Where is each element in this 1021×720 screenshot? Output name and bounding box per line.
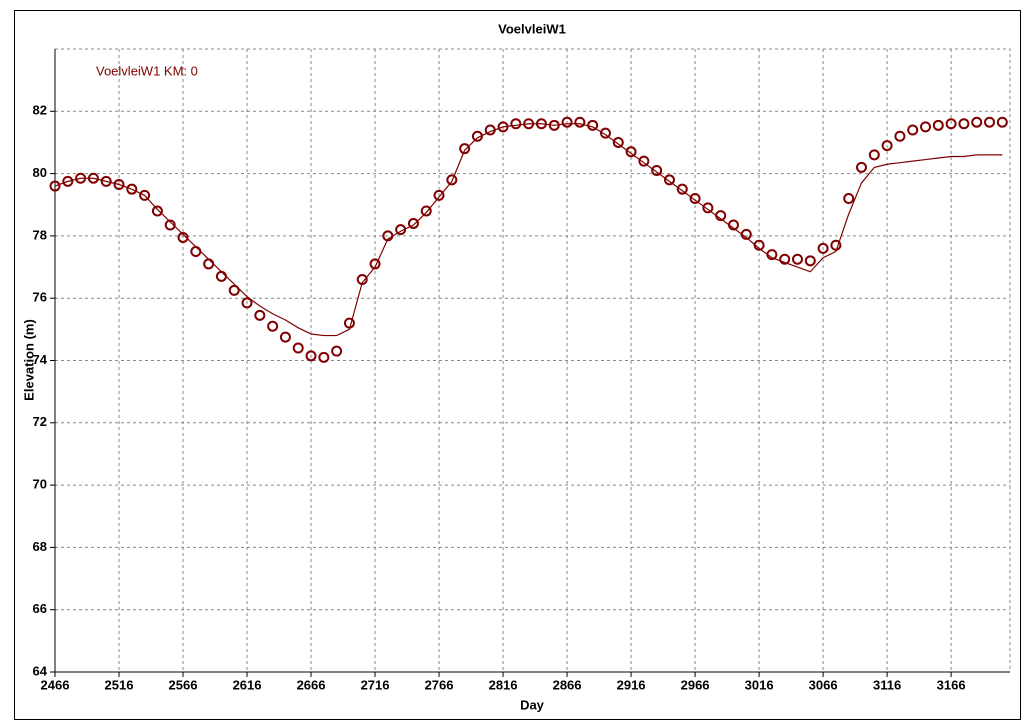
x-tick-label: 2716 [361, 677, 390, 692]
data-point [856, 161, 868, 173]
data-point [702, 202, 714, 214]
data-point [331, 345, 343, 357]
y-tick-label: 78 [33, 227, 47, 242]
data-point [932, 119, 944, 131]
annotation: VoelvleiW1 KM: 0 [96, 63, 198, 78]
x-tick-label: 3166 [937, 677, 966, 692]
x-tick-label: 3016 [745, 677, 774, 692]
data-point [113, 179, 125, 191]
data-point [420, 205, 432, 217]
data-point [433, 189, 445, 201]
data-point [843, 193, 855, 205]
data-point [663, 174, 675, 186]
x-tick-label: 2466 [41, 677, 70, 692]
data-point [139, 189, 151, 201]
data-point [100, 175, 112, 187]
data-point [177, 231, 189, 243]
x-tick-label: 2516 [105, 677, 134, 692]
x-tick-label: 2666 [297, 677, 326, 692]
data-point [996, 116, 1008, 128]
data-point [945, 118, 957, 130]
data-point [817, 242, 829, 254]
data-point [612, 136, 624, 148]
data-point [305, 350, 317, 362]
data-point [561, 116, 573, 128]
y-tick-label: 76 [33, 290, 47, 305]
data-point [984, 116, 996, 128]
data-point [151, 205, 163, 217]
x-tick-label: 2966 [681, 677, 710, 692]
data-point [254, 309, 266, 321]
x-tick-label: 3116 [873, 677, 901, 692]
data-point [292, 342, 304, 354]
data-point [894, 130, 906, 142]
x-tick-label: 2766 [425, 677, 454, 692]
data-point [625, 146, 637, 158]
data-point [779, 253, 791, 265]
data-point [599, 127, 611, 139]
x-tick-label: 2616 [233, 677, 262, 692]
data-point [446, 174, 458, 186]
data-point [164, 219, 176, 231]
x-axis-label: Day [520, 697, 545, 712]
data-point [279, 331, 291, 343]
data-point [369, 258, 381, 270]
data-point [791, 253, 803, 265]
x-tick-label: 2866 [553, 677, 582, 692]
y-tick-label: 74 [33, 352, 48, 367]
data-point [407, 217, 419, 229]
y-tick-label: 68 [33, 539, 47, 554]
y-tick-label: 70 [33, 477, 47, 492]
y-axis-label: Elevation (m) [21, 319, 36, 401]
data-point [958, 118, 970, 130]
data-point [228, 284, 240, 296]
data-point [676, 183, 688, 195]
data-point [49, 180, 61, 192]
frame [14, 10, 1021, 720]
x-tick-label: 2916 [617, 677, 646, 692]
y-tick-label: 80 [33, 165, 47, 180]
data-point [881, 140, 893, 152]
line-series [54, 123, 1003, 337]
data-point [267, 320, 279, 332]
y-tick-label: 82 [33, 103, 47, 118]
chart-title: VoelvleiW1 [498, 21, 566, 36]
data-point [907, 124, 919, 136]
data-point [638, 155, 650, 167]
data-point [459, 143, 471, 155]
data-point [126, 183, 138, 195]
x-tick-label: 2816 [489, 677, 518, 692]
data-point [574, 116, 586, 128]
data-point [689, 193, 701, 205]
data-point [510, 118, 522, 130]
x-tick-label: 3066 [809, 677, 838, 692]
y-tick-label: 64 [33, 663, 48, 678]
data-point [868, 149, 880, 161]
y-tick-label: 66 [33, 601, 47, 616]
x-tick-label: 2566 [169, 677, 198, 692]
data-point [62, 175, 74, 187]
data-point [920, 121, 932, 133]
data-point [318, 351, 330, 363]
data-point [241, 297, 253, 309]
data-point [804, 255, 816, 267]
y-tick-label: 72 [33, 414, 47, 429]
data-point [651, 164, 663, 176]
data-point [971, 116, 983, 128]
